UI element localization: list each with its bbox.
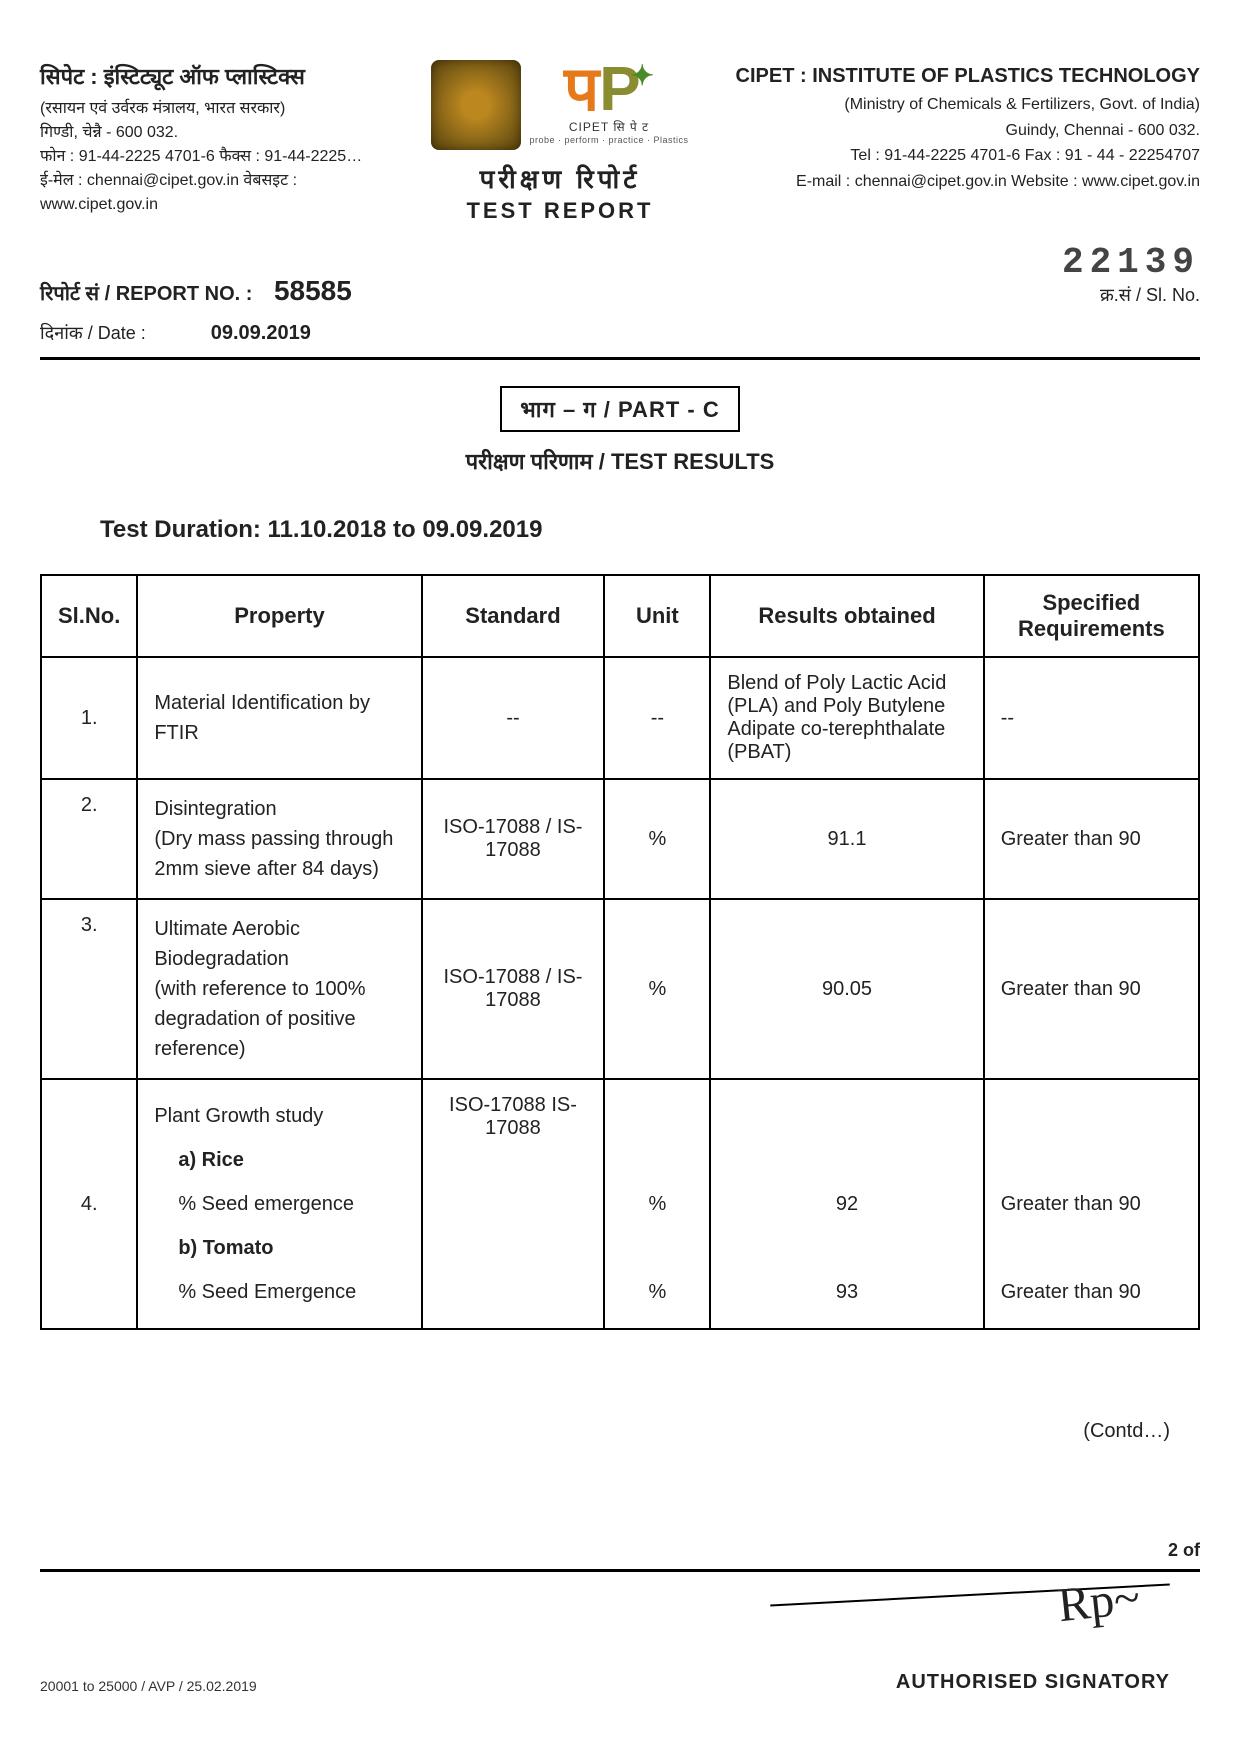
cell-result: 91.1: [710, 779, 983, 899]
cipet-logo-icon: पP✦ CIPET सि पे ट probe · perform · prac…: [529, 65, 688, 146]
part-c-wrap: भाग – ग / PART - C: [40, 386, 1200, 432]
cell-result: 92 93: [710, 1079, 983, 1329]
cell-result: Blend of Poly Lactic Acid (PLA) and Poly…: [710, 657, 983, 779]
test-results-title: परीक्षण परिणाम / TEST RESULTS: [40, 446, 1200, 476]
cell-spec: Greater than 90 Greater than 90: [984, 1079, 1199, 1329]
cell-spec: Greater than 90: [984, 779, 1199, 899]
report-title-hi: परीक्षण रिपोर्ट: [420, 160, 700, 196]
cell-unit: --: [604, 657, 710, 779]
sl-no-value: 22139: [1062, 242, 1200, 283]
cell-standard: ISO-17088 IS-17088: [422, 1079, 605, 1329]
contd-text: (Contd…): [40, 1420, 1200, 1443]
cell-spec: --: [984, 657, 1199, 779]
cell-unit: %: [604, 779, 710, 899]
report-title-en: TEST REPORT: [420, 198, 700, 224]
cell-slno: 1.: [41, 657, 137, 779]
col-property: Property: [137, 575, 421, 657]
org-phone-hi: फोन : 91-44-2225 4701-6 फैक्स : 91-44-22…: [40, 145, 400, 169]
table-row: 3. Ultimate Aerobic Biodegradation (with…: [41, 899, 1199, 1079]
test-duration: Test Duration: 11.10.2018 to 09.09.2019: [100, 516, 1200, 544]
footer: 2 of Rp~ AUTHORISED SIGNATORY 20001 to 2…: [40, 1540, 1200, 1694]
page-number: 2 of: [40, 1540, 1200, 1561]
hologram-seal-icon: [431, 60, 521, 150]
cell-property: Plant Growth study a) Rice % Seed emerge…: [137, 1079, 421, 1329]
org-title-en: CIPET : INSTITUTE OF PLASTICS TECHNOLOGY: [720, 60, 1200, 92]
cell-standard: ISO-17088 / IS-17088: [422, 899, 605, 1079]
cipet-mark: पP✦: [564, 65, 654, 115]
sl-no-block: 22139 क्र.सं / Sl. No.: [1062, 242, 1200, 307]
table-header-row: Sl.No. Property Standard Unit Results ob…: [41, 575, 1199, 657]
r4-b-unit: %: [621, 1270, 693, 1314]
r4-head: Plant Growth study: [154, 1094, 404, 1138]
signature-icon: Rp~: [1055, 1570, 1142, 1633]
org-phone-en: Tel : 91-44-2225 4701-6 Fax : 91 - 44 - …: [720, 143, 1200, 169]
logo-row: पP✦ CIPET सि पे ट probe · perform · prac…: [420, 60, 700, 150]
results-table: Sl.No. Property Standard Unit Results ob…: [40, 574, 1200, 1330]
report-no-block: रिपोर्ट सं / REPORT NO. : 58585: [40, 275, 352, 307]
cell-standard: ISO-17088 / IS-17088: [422, 779, 605, 899]
org-email-en: E-mail : chennai@cipet.gov.in Website : …: [720, 169, 1200, 195]
col-unit: Unit: [604, 575, 710, 657]
r4-a-unit: %: [621, 1182, 693, 1226]
table-row: 4. Plant Growth study a) Rice % Seed eme…: [41, 1079, 1199, 1329]
signature-label: AUTHORISED SIGNATORY: [896, 1671, 1170, 1694]
cipet-small-text: CIPET सि पे ट: [569, 118, 649, 135]
cell-property: Disintegration (Dry mass passing through…: [137, 779, 421, 899]
table-row: 2. Disintegration (Dry mass passing thro…: [41, 779, 1199, 899]
cell-spec: Greater than 90: [984, 899, 1199, 1079]
r4-a-spec: Greater than 90: [1001, 1182, 1182, 1226]
date-row: दिनांक / Date : 09.09.2019: [40, 321, 1200, 345]
org-email-hi: ई-मेल : chennai@cipet.gov.in वेबसइट : ww…: [40, 169, 400, 217]
cell-slno: 3.: [41, 899, 137, 1079]
org-sub-hi: (रसायन एवं उर्वरक मंत्रालय, भारत सरकार): [40, 97, 400, 121]
header-left: सिपेट : इंस्टिट्यूट ऑफ प्लास्टिक्स (रसाय…: [40, 60, 400, 217]
r4-a-res: 92: [727, 1182, 966, 1226]
cell-unit: %: [604, 899, 710, 1079]
col-results: Results obtained: [710, 575, 983, 657]
org-title-hi: सिपेट : इंस्टिट्यूट ऑफ प्लास्टिक्स: [40, 60, 400, 93]
r4-b-spec: Greater than 90: [1001, 1270, 1182, 1314]
col-spec: Specified Requirements: [984, 575, 1199, 657]
org-sub-en: (Ministry of Chemicals & Fertilizers, Go…: [720, 92, 1200, 118]
r4-a-label: a) Rice: [178, 1149, 244, 1171]
meta-row: रिपोर्ट सं / REPORT NO. : 58585 22139 क्…: [40, 242, 1200, 307]
cipet-tagline: probe · perform · practice · Plastics: [529, 135, 688, 145]
cell-result: 90.05: [710, 899, 983, 1079]
sl-no-label: क्र.सं / Sl. No.: [1062, 283, 1200, 307]
part-c-box: भाग – ग / PART - C: [500, 386, 739, 432]
cell-slno: 4.: [41, 1079, 137, 1329]
r4-a-sub: % Seed emergence: [154, 1182, 404, 1226]
cell-property: Material Identification by FTIR: [137, 657, 421, 779]
cell-slno: 2.: [41, 779, 137, 899]
cell-unit: % %: [604, 1079, 710, 1329]
date-label: दिनांक / Date :: [40, 323, 146, 343]
r4-b-res: 93: [727, 1270, 966, 1314]
report-no-label: रिपोर्ट सं / REPORT NO. :: [40, 283, 252, 305]
org-addr-hi: गिण्डी, चेन्नै - 600 032.: [40, 121, 400, 145]
report-no-value: 58585: [274, 275, 352, 306]
table-row: 1. Material Identification by FTIR -- --…: [41, 657, 1199, 779]
print-code: 20001 to 25000 / AVP / 25.02.2019: [40, 1678, 257, 1694]
cell-property: Ultimate Aerobic Biodegradation (with re…: [137, 899, 421, 1079]
header-center: पP✦ CIPET सि पे ट probe · perform · prac…: [420, 60, 700, 224]
r4-b-label: b) Tomato: [178, 1237, 273, 1259]
col-slno: Sl.No.: [41, 575, 137, 657]
col-standard: Standard: [422, 575, 605, 657]
date-value: 09.09.2019: [211, 322, 311, 344]
header: सिपेट : इंस्टिट्यूट ऑफ प्लास्टिक्स (रसाय…: [40, 60, 1200, 224]
cell-standard: --: [422, 657, 605, 779]
r4-b-sub: % Seed Emergence: [154, 1270, 404, 1314]
header-right: CIPET : INSTITUTE OF PLASTICS TECHNOLOGY…: [720, 60, 1200, 194]
header-rule: [40, 357, 1200, 360]
footer-rule: [40, 1569, 1200, 1572]
org-addr-en: Guindy, Chennai - 600 032.: [720, 118, 1200, 144]
